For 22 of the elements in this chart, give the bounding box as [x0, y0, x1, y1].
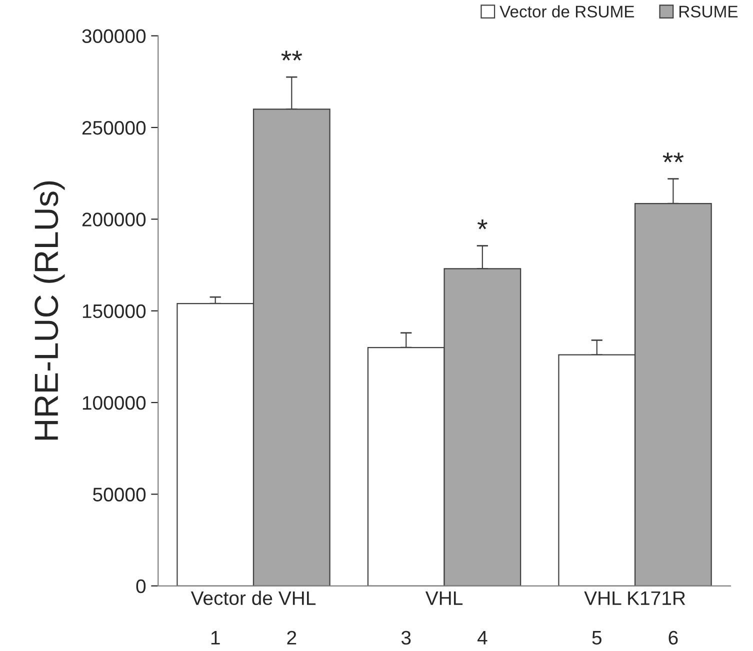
- text: 4: [477, 631, 488, 644]
- text: 3: [401, 630, 411, 645]
- y-tick-label: 200000: [82, 212, 146, 226]
- x-tick-label: Vector de VHL: [190, 590, 316, 606]
- y-tick-label: 100000: [82, 396, 146, 410]
- annotation: **: [662, 152, 684, 162]
- legend-label: Vector de RSUME: [500, 5, 634, 18]
- y-tick-label: 50000: [93, 488, 146, 502]
- text: 5: [592, 631, 602, 645]
- annotation: **: [281, 50, 302, 61]
- text: 2: [287, 630, 296, 644]
- x-tick-label: VHL: [425, 591, 463, 605]
- x-tick-label: VHL K171R: [584, 591, 686, 605]
- y-tick-label: 300000: [82, 29, 146, 44]
- y-axis-title: HRE-LUC (RLUs): [34, 181, 65, 440]
- text: 1: [211, 631, 220, 644]
- y-tick-label: 250000: [82, 120, 146, 135]
- text: 6: [668, 630, 678, 645]
- y-tick-label: 0: [136, 579, 146, 594]
- legend-label: RSUME: [679, 6, 738, 18]
- y-tick-label: 150000: [82, 304, 146, 318]
- annotation: *: [477, 219, 488, 230]
